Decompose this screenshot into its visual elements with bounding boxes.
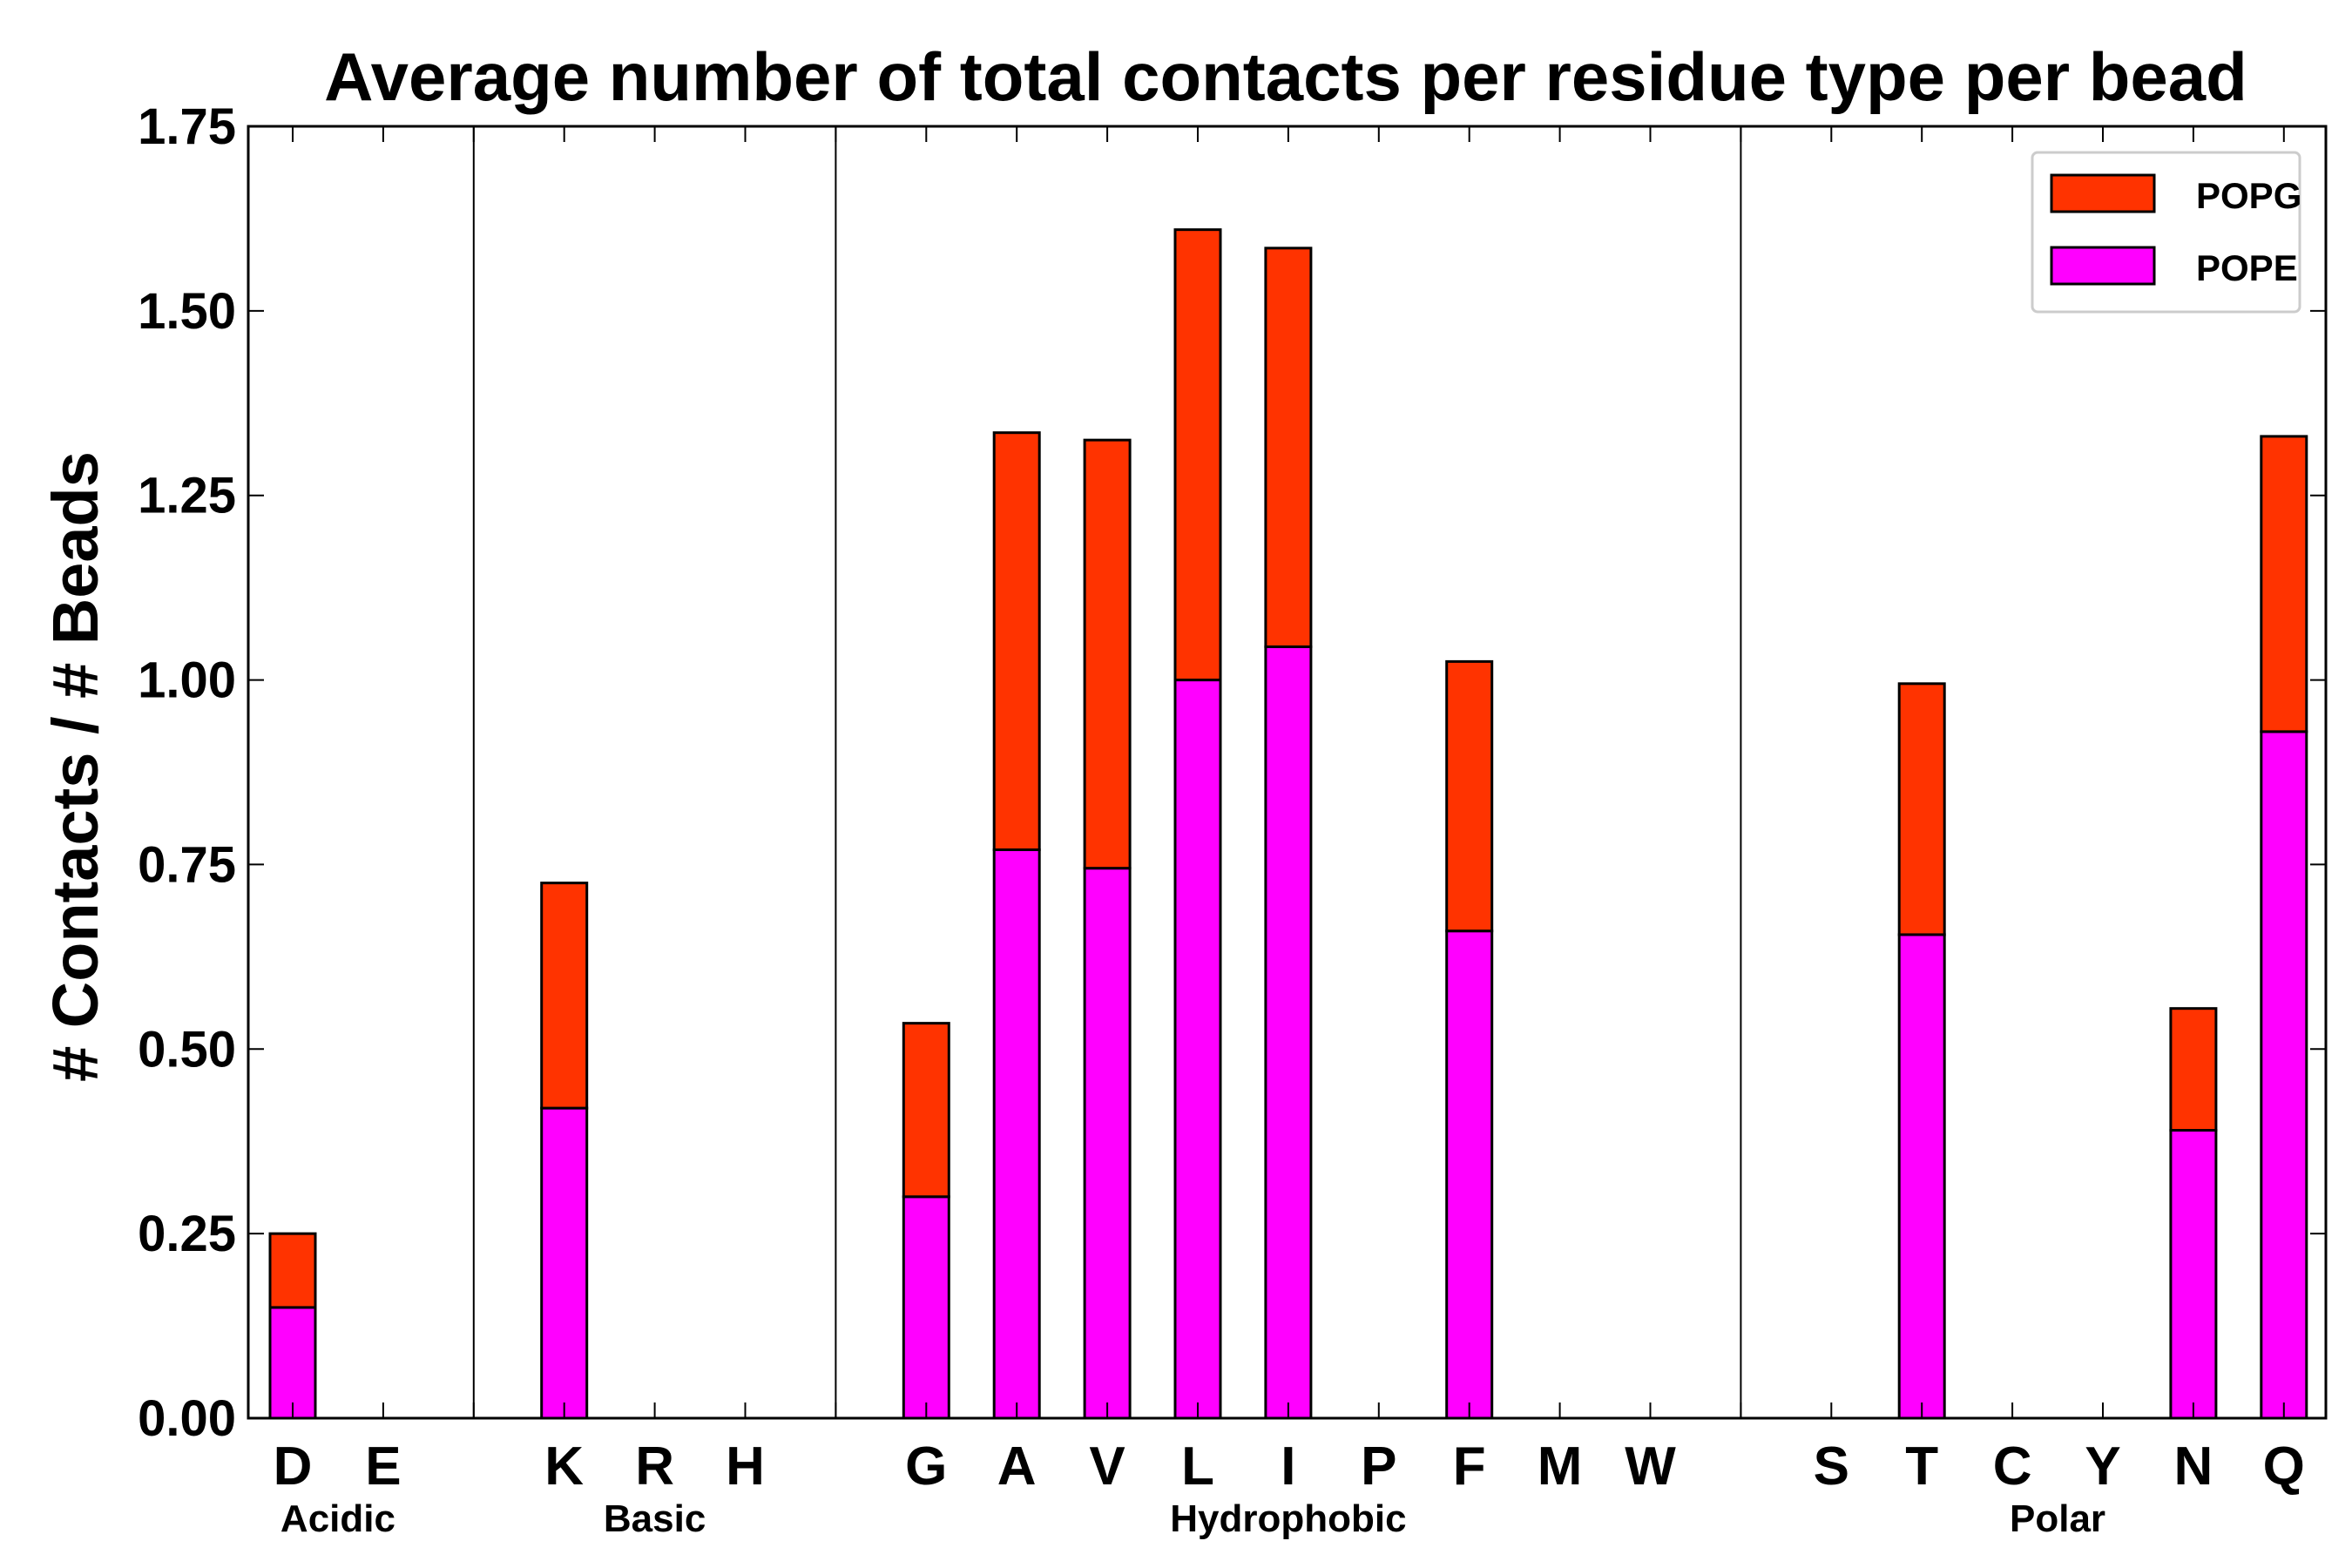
bar-popg-V <box>1085 440 1130 868</box>
bar-popg-G <box>903 1024 949 1197</box>
y-tick-label: 1.50 <box>138 283 236 340</box>
bar-popg-L <box>1175 230 1220 680</box>
group-label-polar: Polar <box>2010 1497 2105 1540</box>
bar-popg-D <box>270 1233 315 1308</box>
bar-popg-F <box>1447 661 1492 930</box>
bar-pope-D <box>270 1308 315 1418</box>
x-tick-label-M: M <box>1538 1436 1583 1497</box>
bar-pope-A <box>994 849 1039 1418</box>
bar-popg-Q <box>2261 436 2307 732</box>
x-tick-label-E: E <box>365 1436 401 1497</box>
bar-pope-K <box>542 1108 587 1418</box>
x-tick-label-K: K <box>544 1436 584 1497</box>
y-tick-label: 1.25 <box>138 468 236 524</box>
y-tick-label: 0.75 <box>138 836 236 893</box>
x-tick-label-R: R <box>635 1436 674 1497</box>
bar-popg-N <box>2171 1009 2216 1131</box>
x-tick-label-P: P <box>1361 1436 1396 1497</box>
plot-area: 0.00 0.25 0.50 0.75 1.00 1.25 1.50 1.75 D E K R H G A V… <box>138 98 2326 1540</box>
x-tick-label-N: N <box>2174 1436 2213 1497</box>
x-tick-label-A: A <box>997 1436 1037 1497</box>
legend-label-popg: POPG <box>2196 175 2301 216</box>
legend: POPG POPE <box>2032 152 2301 312</box>
bar-pope-T <box>1899 935 1944 1418</box>
bar-popg-I <box>1266 248 1311 647</box>
x-tick-label-C: C <box>1993 1436 2032 1497</box>
bar-pope-L <box>1175 680 1220 1418</box>
legend-swatch-popg <box>2051 175 2154 212</box>
x-tick-label-Q: Q <box>2263 1436 2305 1497</box>
x-tick-label-H: H <box>726 1436 765 1497</box>
y-tick-label: 1.00 <box>138 652 236 709</box>
x-tick-label-S: S <box>1814 1436 1849 1497</box>
y-tick-label: 0.00 <box>138 1390 236 1447</box>
chart-title: Average number of total contacts per res… <box>324 38 2247 115</box>
bar-popg-K <box>542 883 587 1108</box>
x-tick-label-D: D <box>274 1436 313 1497</box>
x-tick-label-G: G <box>905 1436 947 1497</box>
bar-pope-Q <box>2261 732 2307 1418</box>
x-tick-label-I: I <box>1281 1436 1295 1497</box>
bar-pope-V <box>1085 868 1130 1418</box>
bar-pope-F <box>1447 931 1492 1418</box>
x-tick-label-F: F <box>1453 1436 1486 1497</box>
bar-popg-T <box>1899 684 1944 935</box>
x-tick-label-W: W <box>1625 1436 1676 1497</box>
x-tick-label-V: V <box>1089 1436 1125 1497</box>
legend-swatch-pope <box>2051 247 2154 284</box>
group-label-basic: Basic <box>604 1497 706 1540</box>
y-axis-label: # Contacts / # Beads <box>39 451 112 1082</box>
bar-pope-I <box>1266 646 1311 1418</box>
x-tick-label-Y: Y <box>2085 1436 2120 1497</box>
bar-pope-N <box>2171 1131 2216 1418</box>
legend-label-pope: POPE <box>2196 247 2298 288</box>
group-label-hydrophobic: Hydrophobic <box>1170 1497 1406 1540</box>
group-label-acidic: Acidic <box>280 1497 395 1540</box>
bar-pope-G <box>903 1197 949 1418</box>
stacked-bar-chart: Average number of total contacts per res… <box>0 0 2352 1568</box>
y-tick-label: 0.50 <box>138 1021 236 1078</box>
x-tick-label-T: T <box>1905 1436 1938 1497</box>
x-tick-label-L: L <box>1181 1436 1214 1497</box>
y-tick-label: 0.25 <box>138 1206 236 1262</box>
bar-popg-A <box>994 433 1039 850</box>
y-tick-label: 1.75 <box>138 98 236 155</box>
